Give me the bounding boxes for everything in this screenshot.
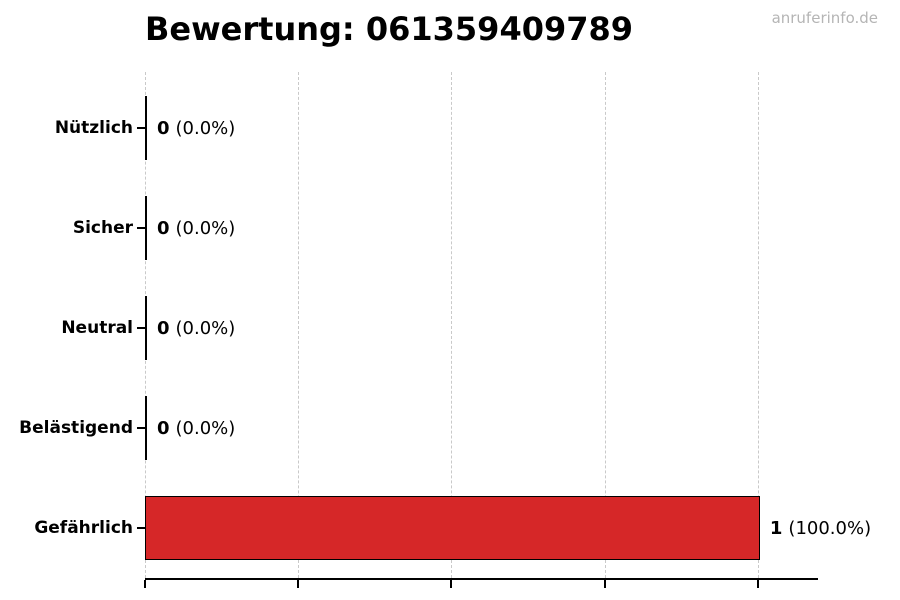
value-percent: (0.0%) [175, 117, 236, 139]
gridline [298, 72, 299, 578]
bar-nuetzlich [145, 96, 147, 160]
y-label-row: Nützlich [0, 78, 145, 178]
gridline [605, 72, 606, 578]
bar-row-gefaehrlich: 1 (100.0%) [145, 478, 871, 578]
bar-row-sicher: 0 (0.0%) [145, 178, 818, 278]
x-tick [450, 580, 452, 588]
bar-row-nuetzlich: 0 (0.0%) [145, 78, 818, 178]
category-label-sicher: Sicher [72, 218, 133, 238]
category-label-nuetzlich: Nützlich [54, 118, 133, 138]
bar-row-neutral: 0 (0.0%) [145, 278, 818, 378]
category-label-neutral: Neutral [61, 318, 133, 338]
value-count: 0 [157, 317, 170, 339]
value-label-belaestigend: 0 (0.0%) [157, 418, 235, 439]
y-tick [137, 427, 145, 429]
y-label-row: Sicher [0, 178, 145, 278]
x-tick [297, 580, 299, 588]
plot-area: 0 (0.0%) 0 (0.0%) 0 (0.0%) 0 (0.0%) [144, 72, 871, 588]
y-label-row: Neutral [0, 278, 145, 378]
gridline [451, 72, 452, 578]
value-count: 1 [769, 517, 783, 539]
bar-belaestigend [145, 396, 147, 460]
value-count: 0 [157, 417, 170, 439]
watermark-text: anruferinfo.de [771, 9, 878, 27]
value-count: 0 [157, 117, 170, 139]
category-label-belaestigend: Belästigend [19, 418, 133, 438]
value-label-gefaehrlich: 1 (100.0%) [770, 518, 871, 539]
x-tick [144, 580, 146, 588]
value-count: 0 [157, 217, 170, 239]
y-label-row: Gefährlich [0, 478, 145, 578]
gridline [758, 72, 759, 578]
value-percent: (0.0%) [175, 417, 236, 439]
y-tick [137, 327, 145, 329]
y-label-row: Belästigend [0, 378, 145, 478]
category-label-gefaehrlich: Gefährlich [34, 518, 133, 538]
y-tick [137, 527, 145, 529]
value-percent: (100.0%) [788, 517, 872, 539]
y-tick [137, 227, 145, 229]
value-percent: (0.0%) [175, 217, 236, 239]
x-tick [604, 580, 606, 588]
value-label-nuetzlich: 0 (0.0%) [157, 118, 235, 139]
value-label-sicher: 0 (0.0%) [157, 218, 235, 239]
chart-title: Bewertung: 061359409789 [145, 10, 634, 48]
bar-rows: 0 (0.0%) 0 (0.0%) 0 (0.0%) 0 (0.0%) [145, 72, 871, 578]
value-label-neutral: 0 (0.0%) [157, 318, 235, 339]
y-axis-labels: Nützlich Sicher Neutral Belästigend Gefä… [0, 72, 145, 578]
bar-neutral [145, 296, 147, 360]
value-percent: (0.0%) [175, 317, 236, 339]
y-tick [137, 127, 145, 129]
x-tick [757, 580, 759, 588]
bar-row-belaestigend: 0 (0.0%) [145, 378, 818, 478]
bar-gefaehrlich [145, 496, 760, 560]
bar-sicher [145, 196, 147, 260]
